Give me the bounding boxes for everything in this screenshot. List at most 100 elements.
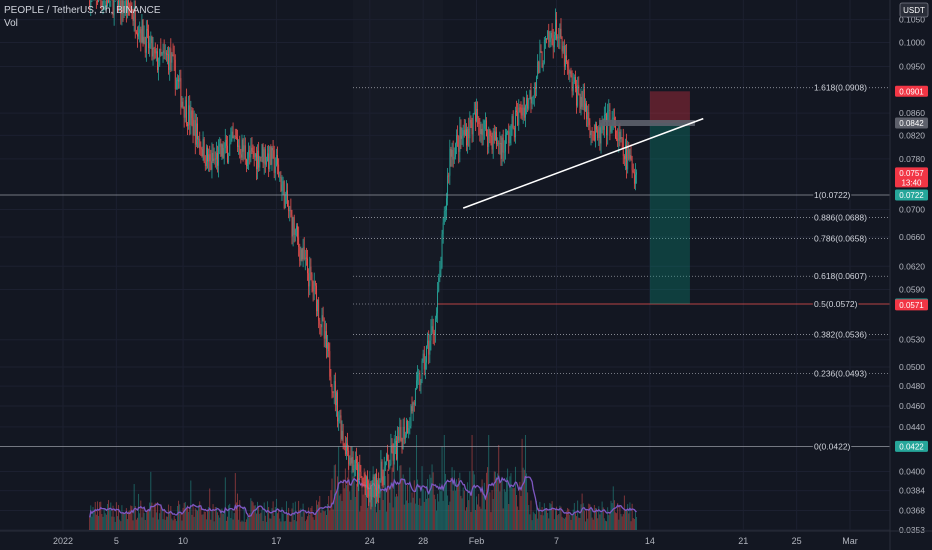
volume-bar bbox=[361, 481, 363, 530]
candle-body bbox=[406, 420, 407, 435]
volume-bar bbox=[484, 509, 486, 530]
volume-bar bbox=[297, 514, 298, 530]
time-axis[interactable]: 2022 5 10 17 24 28 Feb 7 14 21 25 Mar bbox=[0, 530, 932, 546]
candle-body bbox=[308, 273, 310, 287]
time-tick-label: Mar bbox=[842, 536, 858, 546]
candle-body bbox=[263, 149, 265, 164]
volume-bar bbox=[268, 507, 270, 530]
candle-body bbox=[545, 38, 546, 40]
volume-bar bbox=[612, 486, 614, 530]
candle-body bbox=[468, 129, 470, 139]
volume-bar bbox=[622, 514, 624, 530]
short-position-tool[interactable] bbox=[599, 91, 695, 305]
candle-body bbox=[449, 148, 451, 176]
candle-body bbox=[89, 0, 91, 8]
candle-body bbox=[577, 85, 579, 106]
candle-body bbox=[535, 87, 536, 90]
time-tick-label: 14 bbox=[645, 536, 655, 546]
price-axis[interactable]: 0.1050 0.1000 0.0950 0.0860 0.0820 0.0780 0.07… bbox=[889, 0, 925, 550]
candle-body bbox=[457, 135, 459, 137]
volume-bar bbox=[412, 497, 414, 530]
volume-bar bbox=[229, 503, 231, 530]
volume-bar bbox=[489, 492, 491, 530]
volume-bar bbox=[529, 514, 531, 530]
volume-bar bbox=[592, 519, 594, 530]
candle-body bbox=[467, 129, 469, 146]
volume-bar bbox=[322, 510, 324, 530]
candle-body bbox=[567, 61, 569, 68]
volume-bar bbox=[526, 473, 527, 530]
price-tick-label: 0.0860 bbox=[899, 108, 925, 118]
volume-bar bbox=[422, 489, 424, 530]
candle-body bbox=[476, 108, 477, 122]
volume-bar bbox=[532, 511, 534, 530]
volume-bar bbox=[396, 493, 397, 530]
volume-bar bbox=[589, 504, 591, 530]
candle-body bbox=[329, 351, 331, 377]
volume-bar bbox=[492, 499, 494, 530]
volume-bar bbox=[310, 507, 312, 530]
fib-label: 0.236(0.0493) bbox=[814, 369, 867, 379]
candle-body bbox=[213, 158, 215, 161]
volume-indicator-label[interactable]: Vol bbox=[4, 18, 18, 29]
price-tag-value: 0.0422 bbox=[899, 442, 924, 451]
candle-body bbox=[532, 95, 534, 98]
candle-body bbox=[168, 54, 170, 70]
candle-body bbox=[340, 415, 342, 440]
candle-body bbox=[516, 110, 517, 112]
volume-bar bbox=[237, 493, 238, 530]
candle-body bbox=[121, 0, 123, 15]
candle-body bbox=[204, 162, 206, 167]
candle-body bbox=[521, 114, 523, 116]
volume-bar bbox=[93, 510, 95, 530]
candle-body bbox=[549, 37, 551, 42]
volume-bar bbox=[91, 516, 93, 530]
candle-body bbox=[103, 0, 105, 3]
candle-body bbox=[232, 131, 234, 139]
volume-ma-line bbox=[89, 474, 637, 518]
candle-body bbox=[371, 487, 373, 500]
candle-body bbox=[444, 210, 446, 211]
volume-bar bbox=[530, 500, 532, 530]
candle-body bbox=[477, 108, 479, 118]
volume-bar bbox=[298, 500, 300, 530]
candle-body bbox=[137, 33, 138, 37]
candle-body bbox=[164, 52, 166, 54]
volume-bar bbox=[397, 496, 399, 530]
volume-bar bbox=[97, 501, 98, 530]
candle-body bbox=[155, 51, 157, 54]
candle-body bbox=[587, 112, 589, 120]
candle-body bbox=[252, 151, 254, 152]
trendline[interactable] bbox=[462, 117, 704, 209]
candle-body bbox=[190, 110, 192, 125]
candle-body bbox=[201, 149, 203, 157]
volume-bar bbox=[539, 501, 541, 530]
symbol-title[interactable]: PEOPLE / TetherUS, 2h, BINANCE bbox=[4, 5, 161, 16]
candle-body bbox=[165, 52, 167, 55]
currency-badge[interactable]: USDT bbox=[899, 2, 929, 18]
candle-body bbox=[177, 79, 178, 81]
candle-body bbox=[294, 229, 296, 235]
fibonacci-levels[interactable]: 1.618(0.0908) 1(0.0722) 0.886(0.0688) 0.786… bbox=[0, 81, 890, 453]
volume-bar bbox=[630, 521, 632, 530]
volume-bar bbox=[508, 503, 510, 530]
candle-body bbox=[197, 123, 198, 140]
volume-bar bbox=[304, 521, 306, 530]
volume-bar bbox=[487, 467, 489, 530]
candle-body bbox=[565, 55, 566, 67]
candle-body bbox=[167, 54, 168, 55]
entry-marker bbox=[599, 120, 695, 127]
candle-body bbox=[508, 131, 510, 143]
candle-body bbox=[230, 138, 232, 144]
candle-body bbox=[571, 76, 573, 92]
volume-bar bbox=[460, 495, 462, 530]
candle-body bbox=[339, 415, 341, 418]
volume-bar bbox=[552, 508, 554, 530]
price-tick-label: 0.0400 bbox=[899, 466, 925, 476]
candle-body bbox=[208, 154, 210, 162]
candle-body bbox=[422, 353, 424, 362]
candle-body bbox=[131, 8, 133, 17]
volume-bar bbox=[201, 514, 203, 530]
time-tick-label: 17 bbox=[271, 536, 281, 546]
